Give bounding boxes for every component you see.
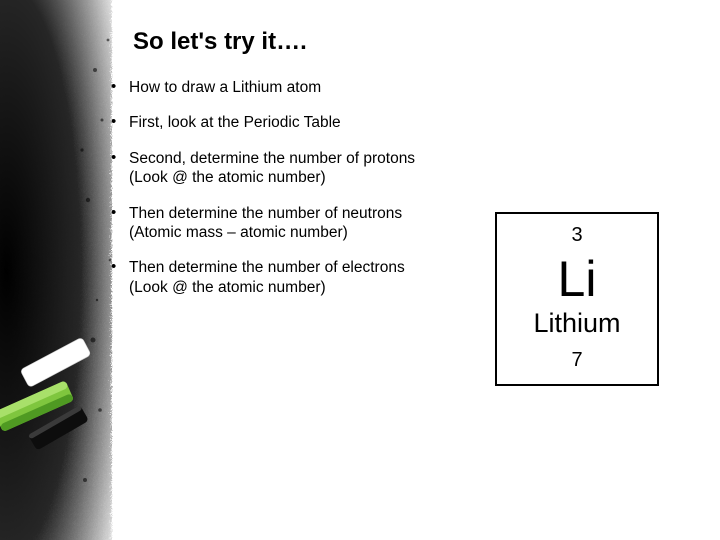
slide-title: So let's try it….: [133, 28, 445, 56]
bullet-item: First, look at the Periodic Table: [105, 113, 445, 132]
bullet-item: How to draw a Lithium atom: [105, 78, 445, 97]
bullet-item: Then determine the number of neutrons (A…: [105, 204, 445, 243]
atomic-mass: 7: [501, 349, 653, 372]
element-name: Lithium: [501, 308, 653, 339]
atomic-number: 3: [501, 224, 653, 247]
bullet-list: How to draw a Lithium atom First, look a…: [105, 78, 445, 297]
element-symbol: Li: [501, 253, 653, 306]
periodic-element-box: 3 Li Lithium 7: [495, 212, 659, 386]
bullet-item: Second, determine the number of protons …: [105, 149, 445, 188]
bullet-item: Then determine the number of electrons (…: [105, 258, 445, 297]
